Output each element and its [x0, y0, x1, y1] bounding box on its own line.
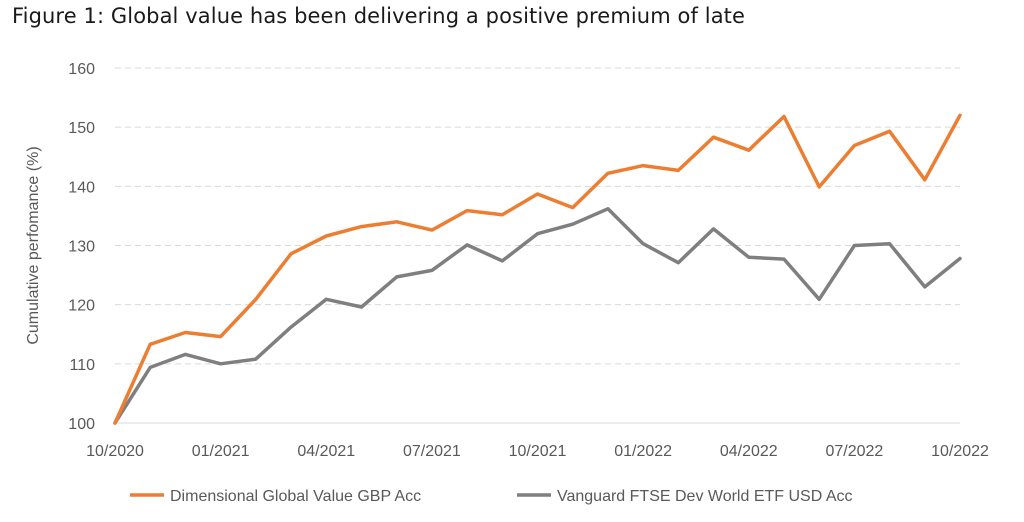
y-axis-label: Cumulative perfomance (%) [25, 146, 42, 344]
y-tick-label: 150 [68, 120, 95, 137]
gridlines [115, 67, 960, 365]
series-lines [113, 113, 962, 425]
x-tick-label: 10/2021 [509, 443, 567, 460]
y-tick-label: 130 [68, 239, 95, 256]
y-tick-label: 110 [69, 357, 95, 374]
x-tick-label: 10/2020 [86, 443, 144, 460]
x-tick-label: 01/2021 [192, 443, 250, 460]
y-tick-label: 100 [68, 416, 95, 433]
legend-label: Vanguard FTSE Dev World ETF USD Acc [557, 488, 853, 505]
y-tick-label: 120 [68, 298, 95, 315]
x-tick-label: 07/2022 [825, 443, 883, 460]
x-tick-label: 01/2022 [614, 443, 672, 460]
y-axis-ticks: 100 110 120 130 140 150 160 [68, 61, 95, 433]
y-tick-label: 140 [68, 179, 95, 196]
series-line-1 [113, 113, 962, 425]
series-line-2 [113, 207, 962, 425]
y-tick-label: 160 [68, 61, 95, 78]
legend: Dimensional Global Value GBP Acc Vanguard… [130, 488, 853, 505]
x-tick-label: 04/2022 [720, 443, 778, 460]
x-tick-label: 07/2021 [403, 443, 461, 460]
figure-title: Figure 1: Global value has been deliveri… [12, 4, 746, 28]
x-tick-label: 10/2022 [931, 443, 989, 460]
x-axis-ticks: 10/2020 01/2021 04/2021 07/2021 10/2021 01/20… [86, 443, 989, 460]
legend-label: Dimensional Global Value GBP Acc [170, 488, 421, 505]
x-tick-label: 04/2021 [297, 443, 355, 460]
